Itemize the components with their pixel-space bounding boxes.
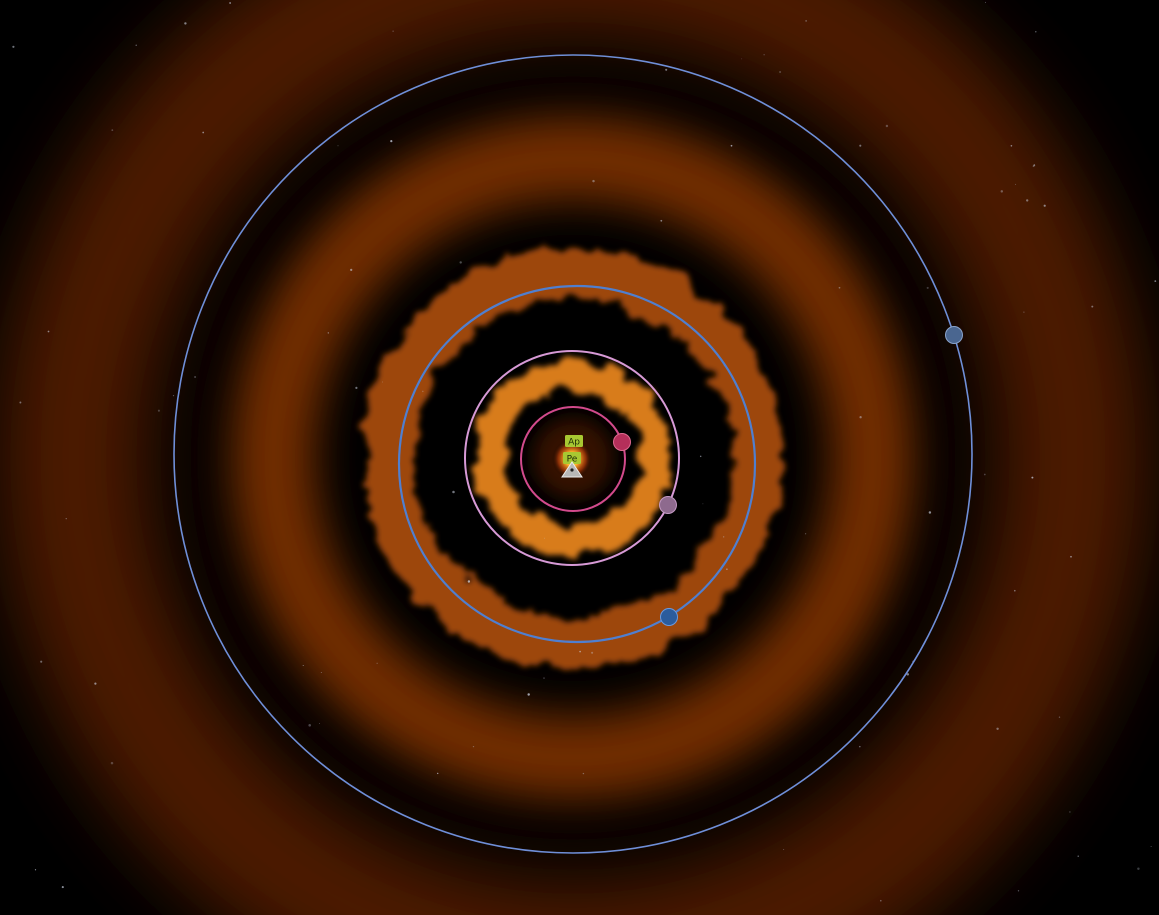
background-star (66, 518, 67, 519)
background-star (886, 125, 888, 127)
background-star (731, 145, 733, 147)
background-star (19, 402, 21, 404)
background-star (1018, 890, 1019, 891)
background-star (308, 724, 311, 727)
background-star (202, 132, 204, 134)
planet-crimson[interactable] (614, 434, 631, 451)
background-star (350, 269, 352, 271)
background-star (1154, 280, 1156, 282)
background-star (355, 387, 357, 389)
background-star (702, 503, 703, 504)
background-star (392, 31, 393, 32)
background-star (321, 672, 322, 673)
background-star (1001, 190, 1003, 192)
background-star (779, 71, 781, 73)
background-star (1044, 205, 1046, 207)
background-star (111, 129, 113, 131)
background-star (194, 376, 196, 378)
background-star (1070, 556, 1072, 558)
background-star (544, 538, 545, 539)
background-star (783, 849, 784, 850)
background-star (579, 651, 581, 653)
background-star (1015, 184, 1016, 185)
background-star (382, 382, 383, 383)
background-star (527, 693, 529, 695)
background-star (985, 2, 986, 3)
background-star (111, 762, 114, 765)
background-star (984, 474, 986, 476)
background-star (700, 456, 701, 457)
background-star (859, 416, 861, 418)
background-star (48, 331, 50, 333)
background-star (723, 536, 724, 537)
background-star (859, 746, 861, 748)
background-star (452, 491, 455, 494)
background-star (726, 569, 727, 570)
background-star (1078, 856, 1079, 857)
background-star (390, 140, 392, 142)
background-star (996, 728, 998, 730)
background-star (173, 395, 174, 396)
apoapsis-marker[interactable]: Ap (565, 435, 583, 448)
planet-mauve[interactable] (660, 497, 677, 514)
background-star (437, 773, 438, 774)
background-star (1035, 31, 1036, 32)
background-star (592, 180, 594, 182)
background-star (839, 287, 841, 289)
background-star (62, 886, 64, 888)
background-star (12, 46, 14, 48)
background-star (94, 683, 96, 685)
background-star (805, 533, 806, 534)
background-star (422, 391, 424, 393)
background-star (764, 54, 765, 55)
background-star (1023, 311, 1024, 312)
background-star (583, 773, 584, 774)
apoapsis-label: Ap (568, 438, 580, 448)
background-star (460, 261, 462, 263)
background-star (303, 665, 304, 666)
background-star (929, 511, 931, 513)
background-star (1033, 164, 1035, 166)
background-star (338, 145, 339, 146)
background-star (1011, 145, 1013, 147)
background-star (660, 220, 662, 222)
background-star (473, 746, 474, 747)
background-star (377, 663, 378, 664)
background-star (1091, 306, 1093, 308)
background-star (468, 580, 470, 582)
planet-blue[interactable] (661, 609, 678, 626)
background-star (665, 69, 667, 71)
background-star (859, 145, 861, 147)
background-star (158, 410, 160, 412)
background-star (40, 661, 42, 663)
background-star (1059, 717, 1060, 718)
background-star (591, 652, 593, 654)
background-star (927, 287, 929, 289)
background-star (1031, 477, 1033, 479)
background-star (805, 20, 807, 22)
background-star (1137, 867, 1139, 869)
planet-slate[interactable] (946, 327, 963, 344)
background-star (1026, 199, 1028, 201)
background-star (543, 677, 544, 678)
background-star (1151, 846, 1152, 847)
background-star (1014, 590, 1016, 592)
background-star (184, 22, 186, 24)
background-star (741, 59, 742, 60)
background-star (319, 723, 320, 724)
vessel-center-dot (570, 468, 573, 471)
background-star (229, 2, 231, 4)
background-star (880, 900, 882, 902)
background-star (35, 869, 36, 870)
background-star (1069, 811, 1070, 812)
background-star (328, 332, 329, 333)
background-star (136, 45, 137, 46)
